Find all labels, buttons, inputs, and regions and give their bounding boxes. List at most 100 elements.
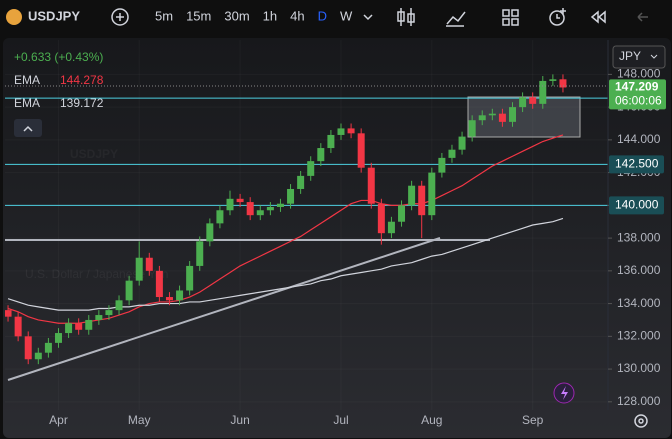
lightning-icon[interactable] — [553, 382, 575, 404]
price-label-bg — [609, 196, 664, 215]
candle-body — [236, 198, 244, 203]
price-label: 140.000 — [615, 198, 659, 212]
candle-body — [408, 185, 416, 206]
collapse-legend[interactable] — [14, 119, 42, 137]
candle-body — [317, 148, 325, 162]
candle-body — [418, 185, 426, 216]
trend-line[interactable] — [7, 237, 441, 381]
candle-body — [347, 128, 355, 134]
candle-body — [155, 270, 163, 298]
candle-body — [498, 113, 506, 122]
candle-body — [448, 149, 456, 158]
interval[interactable]: W — [340, 8, 353, 23]
legend-ema-value: 144.278 — [60, 73, 104, 87]
candle-body — [216, 210, 224, 224]
x-tick-label: May — [128, 413, 151, 427]
candle-body — [246, 202, 254, 216]
legend-ema-value: 139.172 — [60, 96, 104, 110]
interval[interactable]: D — [318, 8, 327, 23]
candle-body — [478, 115, 486, 121]
legend-ema-name[interactable]: EMA — [14, 73, 40, 87]
candle-body — [266, 206, 274, 211]
y-tick-label: 132.000 — [617, 328, 661, 342]
interval[interactable]: 5m — [155, 8, 173, 23]
price-label-bg — [609, 155, 664, 174]
symbol[interactable]: USDJPY — [28, 8, 80, 23]
candle-body — [206, 223, 214, 242]
candle-body — [458, 136, 466, 150]
candle-body — [509, 107, 517, 122]
candle-body — [105, 310, 113, 316]
candle-body — [24, 336, 32, 360]
candles-icon[interactable] — [397, 8, 415, 26]
y-tick-label: 134.000 — [617, 296, 661, 310]
candle-body — [519, 97, 527, 108]
candle-body — [387, 221, 395, 234]
ema-line — [7, 217, 564, 311]
watermark-subtitle: U.S. Dollar / Japanese Yen — [25, 267, 168, 281]
undo[interactable] — [637, 12, 648, 22]
x-tick-label: Jul — [333, 413, 348, 427]
candle-body — [135, 257, 143, 281]
countdown: 06:00:06 — [615, 94, 662, 108]
candle-body — [5, 310, 12, 317]
candle-body — [377, 203, 385, 234]
interval[interactable]: 1h — [263, 8, 277, 23]
candle-body — [226, 198, 234, 211]
y-tick-label: 138.000 — [617, 230, 661, 244]
candle-body — [176, 290, 184, 301]
y-tick-label: 144.000 — [617, 132, 661, 146]
currency-caret — [650, 54, 658, 59]
candle-body — [14, 316, 22, 337]
currency[interactable]: JPY — [619, 49, 641, 63]
candle-body — [428, 172, 436, 216]
candle-body — [529, 97, 537, 104]
candle-body — [488, 113, 496, 116]
change: +0.633 (+0.43%) — [14, 50, 103, 64]
y-tick-label: 148.000 — [617, 67, 661, 81]
interval[interactable]: 4h — [290, 8, 304, 23]
candle-body — [65, 323, 73, 334]
candle-body — [398, 205, 406, 222]
candle-body — [357, 133, 365, 168]
y-tick-label: 136.000 — [617, 263, 661, 277]
candle-body — [539, 80, 547, 104]
legend-ema-name[interactable]: EMA — [14, 96, 40, 110]
y-tick-label: 130.000 — [617, 361, 661, 375]
candle-body — [297, 175, 305, 189]
interval[interactable]: 30m — [224, 8, 249, 23]
y-tick-label: 128.000 — [617, 394, 661, 408]
candle-body — [256, 210, 264, 216]
currency-button[interactable] — [612, 45, 666, 69]
candle-body — [34, 352, 42, 360]
add-symbol[interactable] — [111, 8, 129, 26]
candle-body — [54, 333, 62, 343]
price-label: 142.500 — [615, 157, 659, 171]
layout-icon[interactable] — [502, 9, 519, 26]
alert-icon[interactable] — [549, 8, 566, 26]
candle-body — [327, 134, 335, 149]
x-tick-label: Jun — [230, 413, 249, 427]
candle-body — [559, 79, 567, 88]
indicators-icon[interactable] — [446, 11, 466, 27]
candle-body — [165, 297, 173, 301]
candle-body — [186, 265, 194, 291]
x-tick-label: Aug — [421, 413, 442, 427]
interval-menu[interactable] — [363, 14, 373, 21]
candle-body — [287, 188, 295, 204]
candle-body — [95, 315, 103, 320]
symbol-icon — [6, 9, 22, 25]
interval[interactable]: 15m — [186, 8, 211, 23]
replay-icon[interactable] — [590, 10, 606, 24]
chart-panel — [3, 38, 671, 438]
settings-icon[interactable] — [634, 414, 648, 428]
candle-body — [307, 161, 315, 176]
candle-body — [337, 128, 345, 135]
candle-body — [75, 323, 83, 330]
candle-body — [468, 120, 476, 137]
last-price-bg — [609, 79, 666, 110]
watermark: USDJPY — [70, 147, 118, 161]
candle-body — [196, 241, 204, 266]
candle-body — [85, 319, 93, 330]
